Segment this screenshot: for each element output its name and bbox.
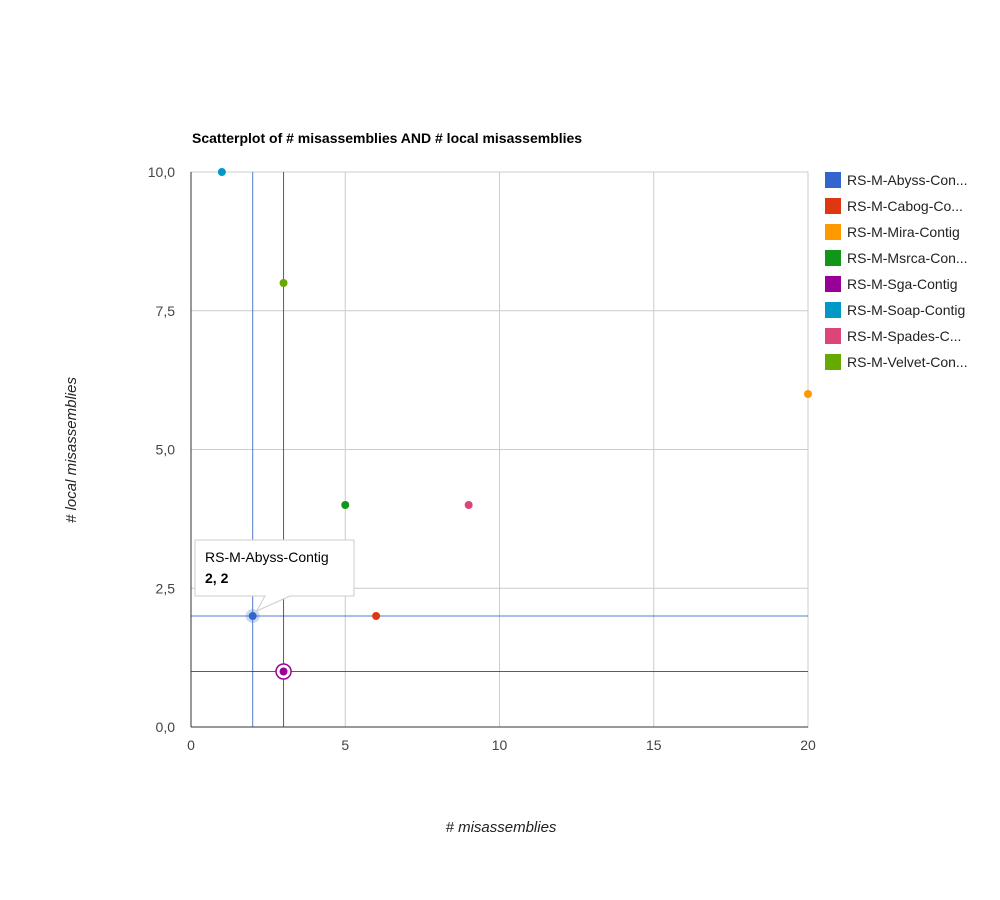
- data-point: [372, 612, 381, 620]
- x-tick-label: 15: [646, 737, 662, 753]
- tooltip-box: [194, 539, 355, 613]
- x-tick-label: 0: [187, 737, 195, 753]
- legend-label: RS-M-Abyss-Con...: [847, 172, 968, 188]
- legend-swatch: [825, 250, 841, 266]
- data-point: [279, 667, 288, 676]
- legend-label: RS-M-Spades-C...: [847, 328, 961, 344]
- data-point: [341, 501, 350, 509]
- data-points: [217, 168, 812, 680]
- legend-swatch: [825, 276, 841, 292]
- tooltip-title: RS-M-Abyss-Contig: [205, 549, 329, 565]
- x-tick-label: 20: [800, 737, 816, 753]
- legend-label: RS-M-Velvet-Con...: [847, 354, 968, 370]
- y-tick-label: 7,5: [156, 303, 176, 319]
- legend-swatch: [825, 354, 841, 370]
- legend-label: RS-M-Sga-Contig: [847, 276, 957, 292]
- crosshairs: [191, 172, 808, 727]
- x-tick-label: 5: [341, 737, 349, 753]
- legend-swatch: [825, 224, 841, 240]
- y-tick-label: 10,0: [148, 164, 175, 180]
- legend-label: RS-M-Cabog-Co...: [847, 198, 963, 214]
- x-tick-label: 10: [492, 737, 508, 753]
- legend-label: RS-M-Msrca-Con...: [847, 250, 968, 266]
- chart-title: Scatterplot of # misassemblies AND # loc…: [192, 130, 582, 146]
- data-point: [804, 390, 812, 398]
- x-axis-title: # misassemblies: [446, 819, 557, 836]
- legend-swatch: [825, 302, 841, 318]
- data-point: [464, 501, 473, 509]
- legend-label: RS-M-Soap-Contig: [847, 302, 965, 318]
- legend: RS-M-Abyss-Con... RS-M-Cabog-Co... RS-M-Mi…: [825, 172, 968, 370]
- tooltip-value: 2, 2: [205, 570, 229, 586]
- data-point: [279, 279, 288, 287]
- legend-swatch: [825, 172, 841, 188]
- y-tick-label: 0,0: [156, 719, 176, 735]
- data-point: [217, 168, 226, 176]
- legend-swatch: [825, 328, 841, 344]
- legend-swatch: [825, 198, 841, 214]
- axes: [190, 172, 808, 728]
- tooltip: RS-M-Abyss-Contig 2, 2: [194, 539, 355, 613]
- legend-label: RS-M-Mira-Contig: [847, 224, 960, 240]
- y-axis-ticks: 0,0 2,5 5,0 7,5 10,0: [148, 164, 175, 735]
- y-axis-title: # local misassemblies: [63, 377, 80, 523]
- data-point: [248, 612, 257, 620]
- y-tick-label: 2,5: [156, 580, 176, 596]
- y-tick-label: 5,0: [156, 442, 176, 458]
- x-axis-ticks: 0 5 10 15 20: [187, 737, 816, 753]
